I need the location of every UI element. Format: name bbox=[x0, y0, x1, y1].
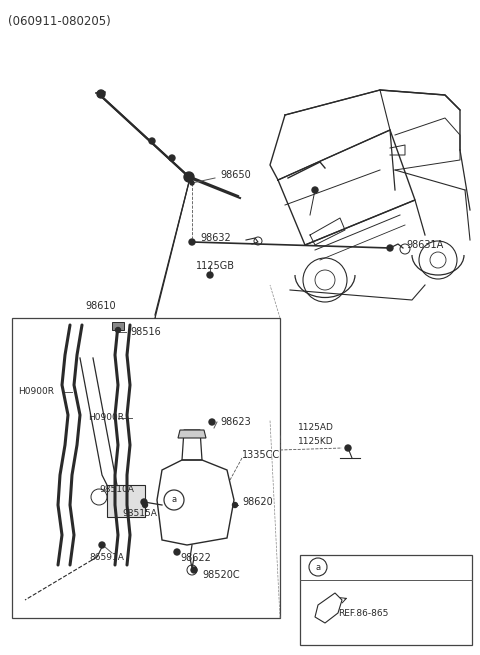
Text: 98622: 98622 bbox=[180, 553, 211, 563]
Circle shape bbox=[191, 567, 197, 573]
Circle shape bbox=[174, 549, 180, 555]
Bar bbox=[107, 485, 145, 517]
Bar bbox=[300, 555, 472, 645]
Circle shape bbox=[189, 239, 195, 245]
Circle shape bbox=[207, 272, 213, 278]
Text: 98620: 98620 bbox=[242, 497, 273, 507]
Text: 1125GB: 1125GB bbox=[196, 261, 235, 271]
Text: 1335CC: 1335CC bbox=[242, 450, 280, 460]
Text: a: a bbox=[171, 495, 177, 504]
Circle shape bbox=[232, 502, 238, 508]
Circle shape bbox=[184, 172, 194, 182]
Circle shape bbox=[141, 499, 147, 505]
Circle shape bbox=[209, 419, 215, 425]
Circle shape bbox=[312, 187, 318, 193]
Text: 98631A: 98631A bbox=[406, 240, 443, 250]
Circle shape bbox=[116, 328, 120, 333]
Text: 1125AD: 1125AD bbox=[298, 424, 334, 432]
Circle shape bbox=[99, 542, 105, 548]
Text: H0900R: H0900R bbox=[18, 388, 54, 396]
Bar bbox=[112, 322, 124, 330]
Circle shape bbox=[97, 90, 105, 98]
Polygon shape bbox=[178, 430, 206, 438]
Circle shape bbox=[149, 138, 155, 144]
Circle shape bbox=[190, 181, 194, 185]
Text: 86591A: 86591A bbox=[89, 553, 124, 561]
Text: 98623: 98623 bbox=[220, 417, 251, 427]
Text: (060911-080205): (060911-080205) bbox=[8, 16, 111, 29]
Text: a: a bbox=[315, 563, 321, 572]
Text: 98516: 98516 bbox=[130, 327, 161, 337]
Text: REF.86-865: REF.86-865 bbox=[338, 608, 388, 618]
Text: 98510A: 98510A bbox=[99, 485, 134, 495]
Text: 98650: 98650 bbox=[220, 170, 251, 180]
Text: H0900R: H0900R bbox=[88, 413, 124, 422]
Text: 98610: 98610 bbox=[85, 301, 116, 311]
Circle shape bbox=[169, 155, 175, 161]
Circle shape bbox=[345, 445, 351, 451]
Text: 98520C: 98520C bbox=[202, 570, 240, 580]
Circle shape bbox=[387, 245, 393, 251]
Circle shape bbox=[143, 502, 147, 508]
Text: 1125KD: 1125KD bbox=[298, 438, 334, 447]
Text: 98515A: 98515A bbox=[122, 508, 157, 517]
Bar bbox=[12, 318, 280, 618]
Text: 98632: 98632 bbox=[200, 233, 231, 243]
